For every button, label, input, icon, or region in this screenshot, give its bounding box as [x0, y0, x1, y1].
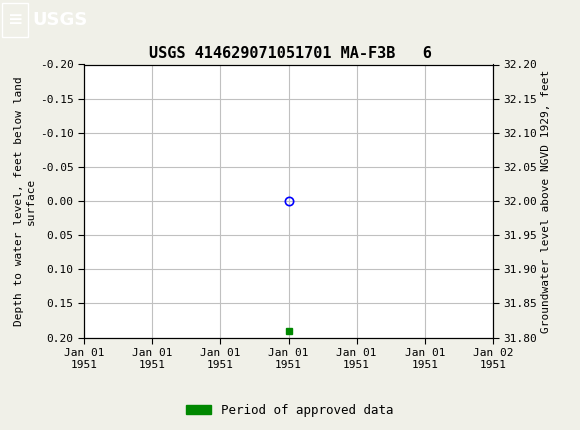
Y-axis label: Groundwater level above NGVD 1929, feet: Groundwater level above NGVD 1929, feet	[541, 69, 552, 333]
Text: ≡: ≡	[9, 10, 22, 30]
Bar	[2, 3, 28, 37]
Text: USGS 414629071051701 MA-F3B   6: USGS 414629071051701 MA-F3B 6	[148, 46, 432, 61]
Y-axis label: Depth to water level, feet below land
surface: Depth to water level, feet below land su…	[14, 76, 36, 326]
Text: USGS: USGS	[32, 11, 87, 29]
Legend: Period of approved data: Period of approved data	[181, 399, 399, 421]
